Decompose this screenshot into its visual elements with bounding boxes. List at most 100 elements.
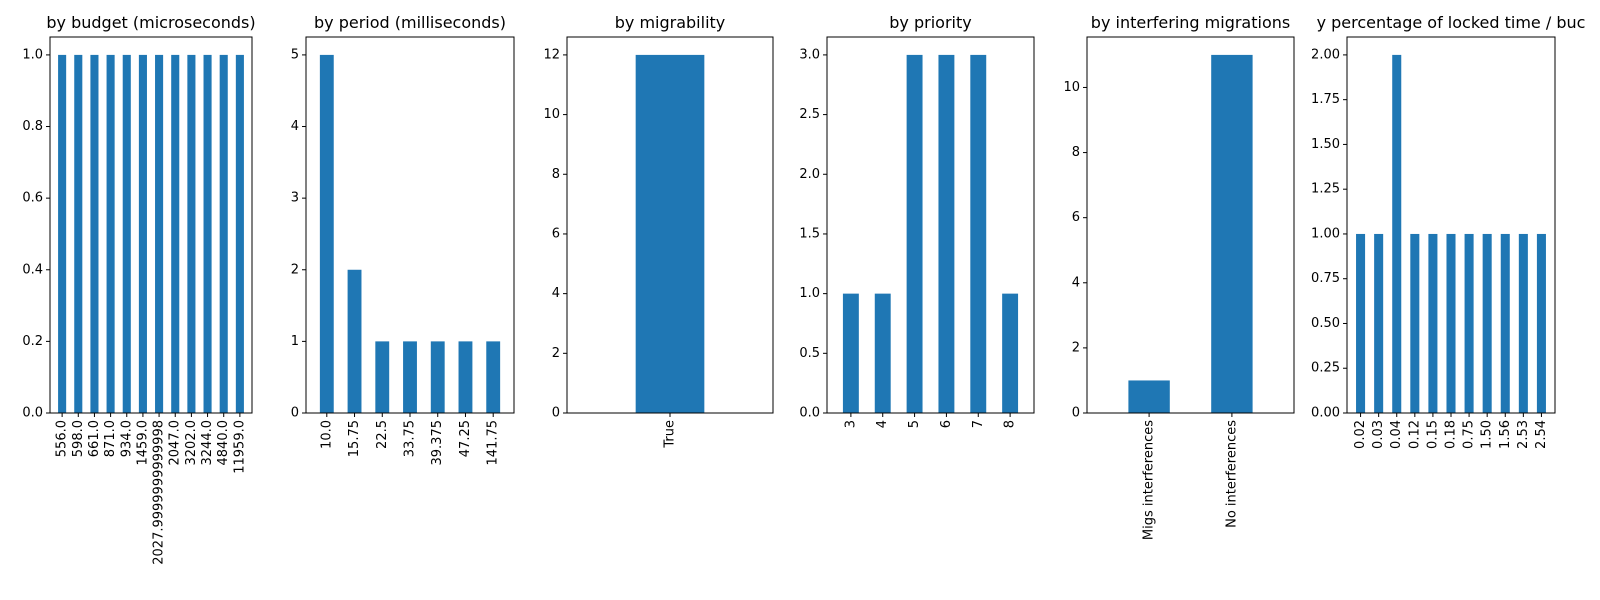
- bar: [1356, 233, 1366, 413]
- bar: [219, 54, 228, 414]
- x-tick-label: 934.0: [119, 420, 134, 457]
- y-tick-label: 3: [291, 191, 299, 206]
- axes-frame: [49, 36, 253, 414]
- y-tick-label: 0: [1072, 406, 1080, 421]
- axes-frame: [1346, 36, 1556, 414]
- bar: [90, 54, 99, 414]
- subplot-2: 10.0 15.75 22.5 33.75 39.375 47.25 141.75 0 1 2 3 4…: [291, 13, 515, 466]
- x-tick-label: 0.75: [1462, 420, 1477, 449]
- x-tick-label: 1459.0: [135, 420, 150, 466]
- bar: [906, 54, 923, 414]
- y-tick-label: 4: [1072, 275, 1080, 290]
- x-tick-label: 2.54: [1534, 420, 1549, 449]
- y-tick-label: 0.50: [1311, 316, 1340, 331]
- y-tick-label: 0.2: [22, 334, 43, 349]
- y-tick-label: 1.5: [799, 226, 820, 241]
- x-tick-label: 33.75: [403, 420, 418, 457]
- bar: [171, 54, 180, 414]
- x-tick-label: 4840.0: [216, 420, 231, 466]
- axes-frame: [1086, 36, 1295, 414]
- y-tick-label: 8: [1072, 145, 1080, 160]
- bar: [1446, 233, 1456, 413]
- x-tick-label: 11959.0: [232, 420, 247, 474]
- x-tick-label: 0.18: [1444, 420, 1459, 449]
- x-tick-label: 47.25: [458, 420, 473, 457]
- y-tick-label: 0: [552, 406, 560, 421]
- y-tick-label: 10: [543, 107, 560, 122]
- x-tick-label: 6: [939, 420, 954, 428]
- subplot-3: True 0 2 4 6 8 10 12 by migrability: [543, 13, 774, 449]
- y-tick-label: 0.0: [22, 406, 43, 421]
- bar: [375, 341, 390, 413]
- bar: [1428, 233, 1438, 413]
- y-tick-label: 0.5: [799, 346, 820, 361]
- bar: [1211, 54, 1253, 414]
- y-tick-label: 0.4: [22, 262, 43, 277]
- y-tick-label: 1.25: [1311, 182, 1340, 197]
- x-tick-label: 3: [843, 420, 858, 428]
- y-tick-label: 2: [291, 262, 299, 277]
- bar: [1464, 233, 1474, 413]
- y-tick-label: 0.25: [1311, 361, 1340, 376]
- axes-frame: [305, 36, 515, 414]
- y-tick-label: 3.0: [799, 47, 820, 62]
- x-tick-label: 7: [971, 420, 986, 428]
- bar: [138, 54, 147, 414]
- y-tick-label: 12: [543, 47, 560, 62]
- x-tick-label: 0.15: [1425, 420, 1440, 449]
- bar: [874, 293, 891, 413]
- x-tick-label: 1.56: [1498, 420, 1513, 449]
- x-tick-label: 0.03: [1371, 420, 1386, 449]
- y-tick-label: 0.0: [799, 406, 820, 421]
- bar: [486, 341, 501, 413]
- y-tick-label: 5: [291, 47, 299, 62]
- x-tick-label: Migs interferences: [1142, 420, 1157, 540]
- y-tick-label: 6: [552, 226, 560, 241]
- y-tick-label: 0: [291, 406, 299, 421]
- y-tick-label: 1.0: [799, 286, 820, 301]
- subplot-5: Migs interferences No interferences 0 2 4 6 8 1…: [1063, 13, 1295, 540]
- bar: [970, 54, 987, 414]
- chart-title: by interfering migrations: [1091, 13, 1290, 32]
- bar: [187, 54, 196, 414]
- bar: [106, 54, 115, 414]
- bar: [430, 341, 445, 413]
- x-tick-label: No interferences: [1224, 420, 1239, 528]
- x-tick-label: 2.53: [1516, 420, 1531, 449]
- x-tick-label: True: [663, 420, 678, 449]
- x-tick-label: 4: [875, 420, 890, 428]
- y-tick-label: 2.5: [799, 107, 820, 122]
- y-tick-label: 2: [552, 346, 560, 361]
- y-tick-label: 2.00: [1311, 47, 1340, 62]
- chart-title: by priority: [889, 13, 971, 32]
- bar: [842, 293, 859, 413]
- axes-frame: [826, 36, 1035, 414]
- bar: [155, 54, 164, 414]
- bar: [1002, 293, 1019, 413]
- y-tick-label: 0.6: [22, 191, 43, 206]
- x-tick-label: 39.375: [430, 420, 445, 466]
- x-tick-label: 15.75: [347, 420, 362, 457]
- bar: [1374, 233, 1384, 413]
- x-tick-label: 0.04: [1389, 420, 1404, 449]
- x-tick-label: 10.0: [319, 420, 334, 449]
- y-tick-label: 0.75: [1311, 271, 1340, 286]
- x-tick-label: 2047.0: [168, 420, 183, 466]
- y-tick-label: 4: [291, 119, 299, 134]
- bar: [74, 54, 83, 414]
- bar: [458, 341, 473, 413]
- y-tick-label: 1.75: [1311, 92, 1340, 107]
- chart-title: by migrability: [615, 13, 726, 32]
- bar: [635, 54, 705, 414]
- y-tick-label: 1: [291, 334, 299, 349]
- bar: [1500, 233, 1510, 413]
- x-tick-label: 3202.0: [184, 420, 199, 466]
- bar: [1128, 380, 1170, 413]
- x-tick-label: 5: [907, 420, 922, 428]
- bar: [938, 54, 955, 414]
- x-tick-label: 871.0: [103, 420, 118, 457]
- x-tick-label: 0.02: [1353, 420, 1368, 449]
- bar: [58, 54, 67, 414]
- bar: [319, 54, 334, 414]
